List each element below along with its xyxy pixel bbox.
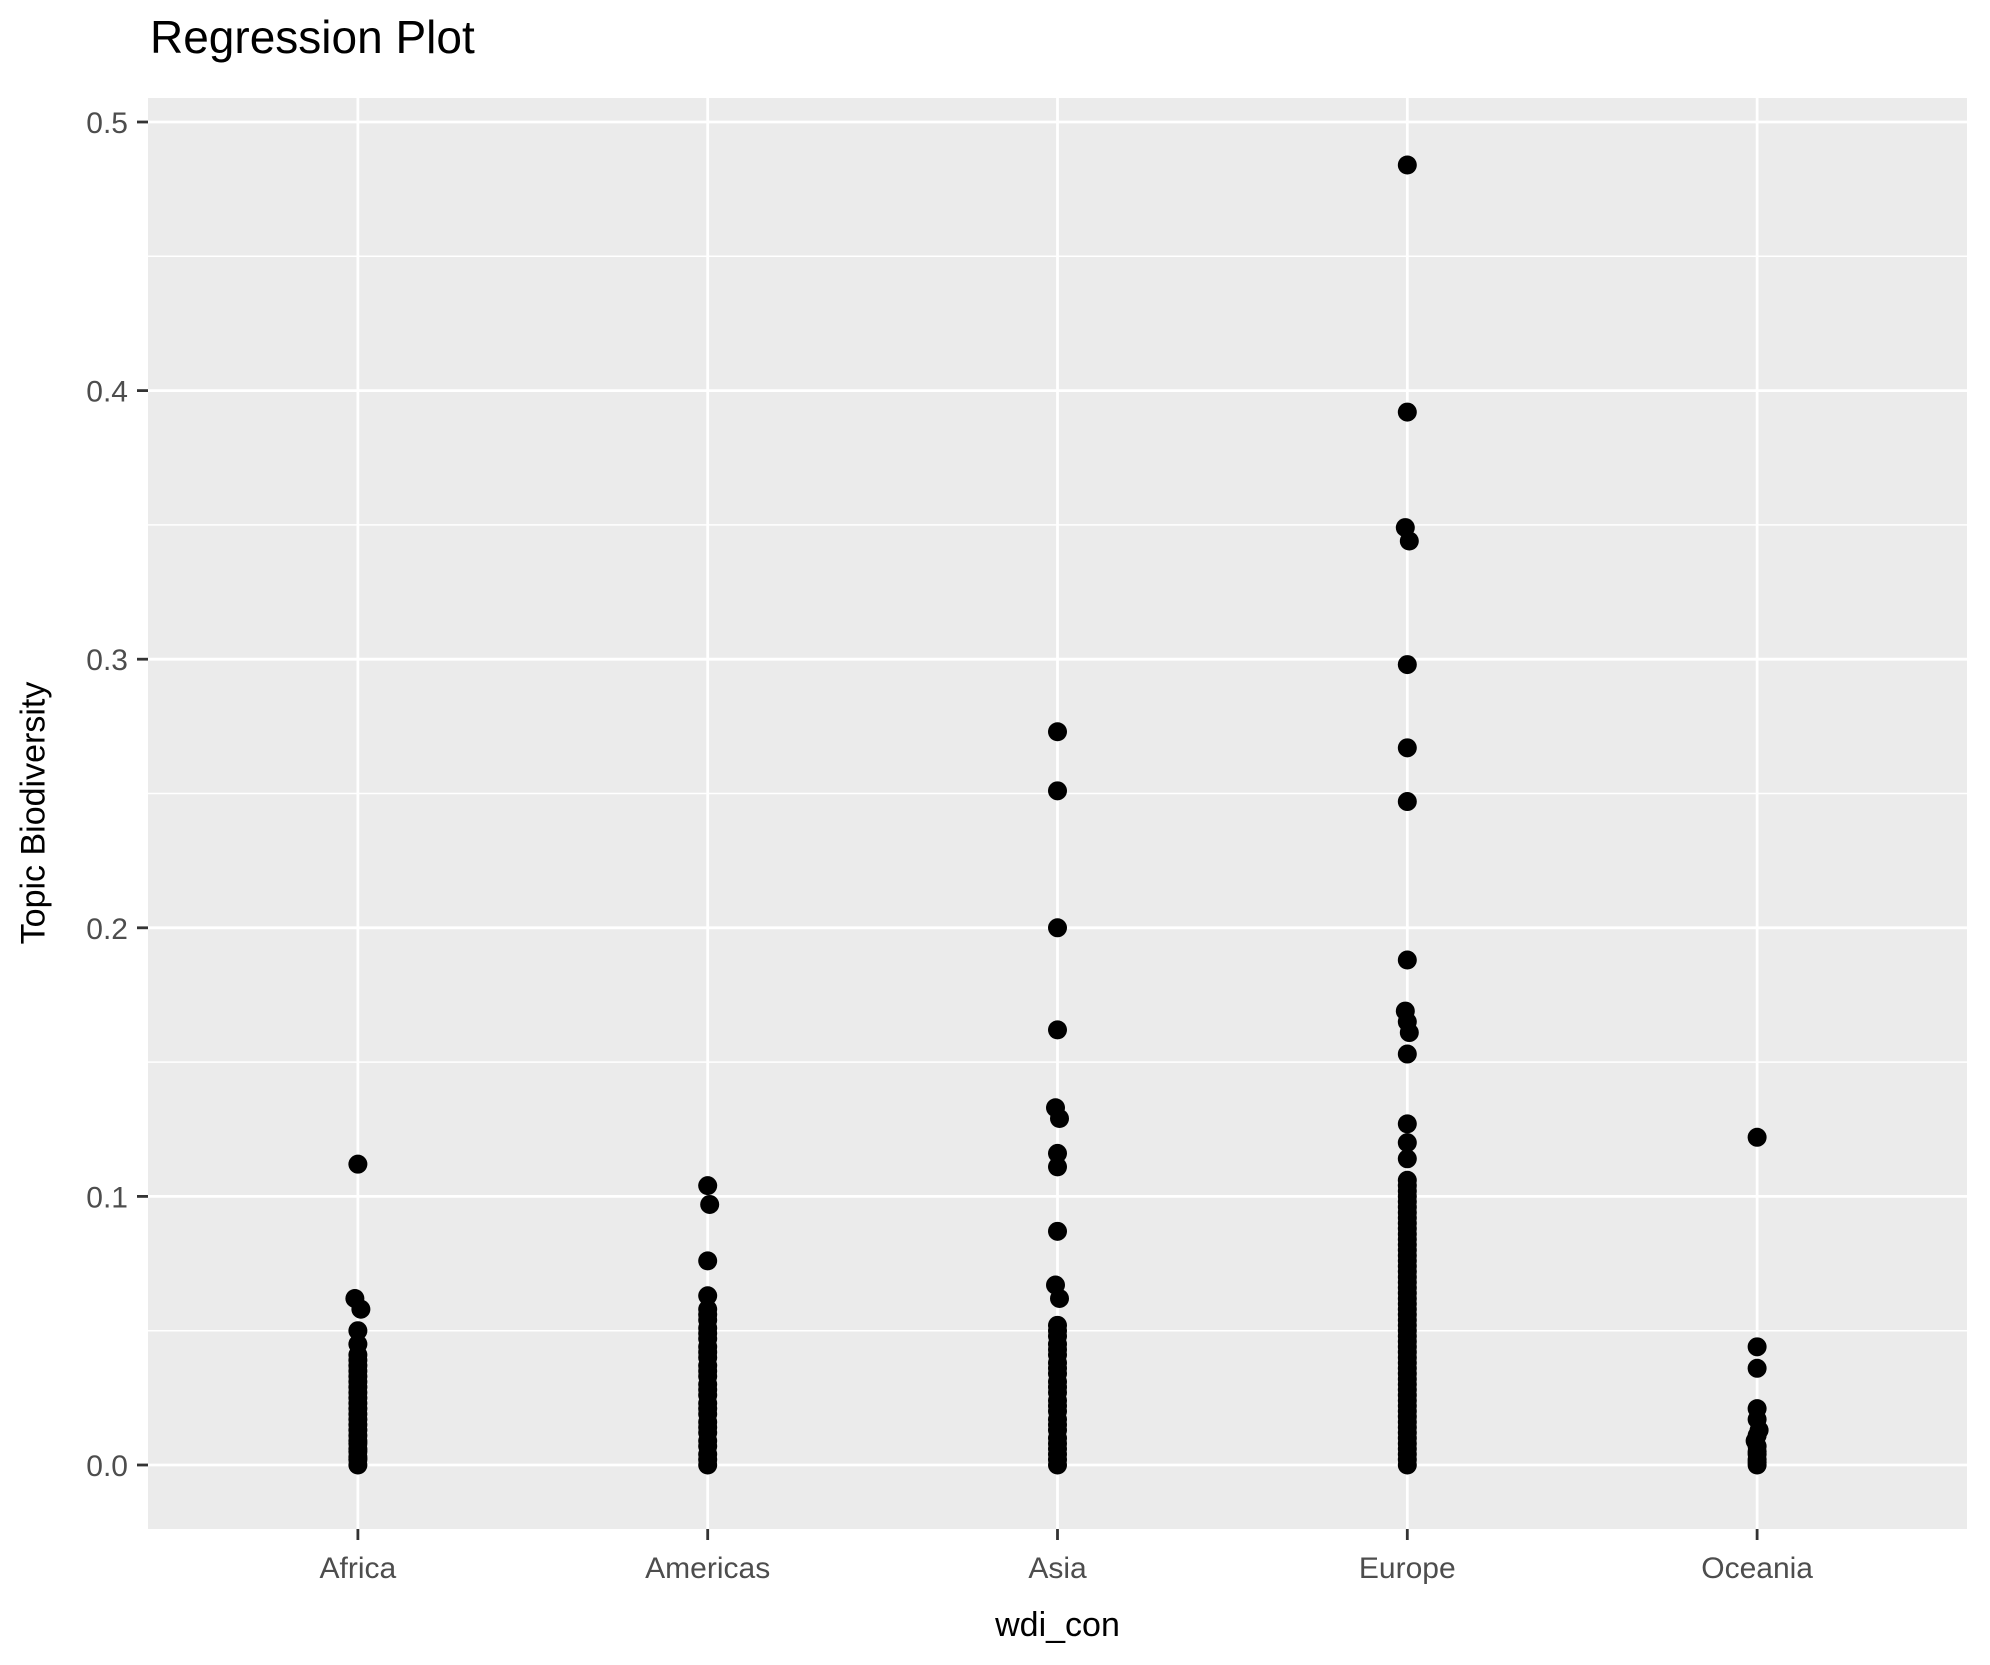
y-tick-label: 0.5 [86, 107, 128, 140]
data-point [1397, 792, 1417, 812]
data-point [698, 1251, 718, 1271]
data-point [1048, 1455, 1067, 1475]
data-point [698, 1286, 718, 1306]
data-point [1747, 1337, 1767, 1357]
data-point [1050, 1109, 1069, 1129]
plot-title: Regression Plot [150, 11, 475, 63]
x-axis-title: wdi_con [995, 1606, 1120, 1644]
y-tick-label: 0.2 [86, 913, 128, 946]
data-point [1048, 1221, 1067, 1241]
data-point [1397, 155, 1417, 175]
data-point [1048, 1157, 1067, 1177]
y-tick-label: 0.0 [86, 1450, 128, 1483]
x-tick-label: Oceania [1701, 1552, 1813, 1585]
data-point [1397, 738, 1417, 758]
data-point [1048, 918, 1067, 938]
y-tick-label: 0.1 [86, 1181, 128, 1214]
data-point [1397, 1044, 1417, 1064]
data-point [1747, 1358, 1767, 1378]
data-point [1399, 531, 1419, 551]
data-point [351, 1299, 371, 1319]
data-point [1397, 1455, 1417, 1475]
data-point [698, 1176, 718, 1196]
data-point [1747, 1127, 1767, 1147]
x-tick-label: Europe [1359, 1552, 1456, 1585]
data-point [1048, 722, 1067, 742]
data-point [1397, 1149, 1417, 1169]
data-point [1397, 1114, 1417, 1134]
data-point [1397, 402, 1417, 422]
data-point [348, 1321, 368, 1341]
x-tick-label: Americas [645, 1552, 770, 1585]
x-tick-label: Africa [320, 1552, 397, 1585]
x-tick-label: Asia [1028, 1552, 1087, 1585]
y-axis-title: Topic Biodiversity [14, 681, 53, 945]
data-point [1399, 1023, 1419, 1043]
data-point [1397, 950, 1417, 970]
data-point [1048, 1143, 1067, 1163]
data-point [348, 1455, 368, 1475]
data-point [1397, 1133, 1417, 1153]
data-point [1048, 1020, 1067, 1040]
data-point [1048, 781, 1067, 801]
y-tick-label: 0.4 [86, 376, 128, 409]
data-point [1050, 1288, 1069, 1308]
data-point [698, 1455, 718, 1475]
data-point [348, 1154, 368, 1174]
data-point [1397, 655, 1417, 675]
data-point [1747, 1455, 1767, 1475]
data-point [700, 1194, 720, 1214]
y-tick-label: 0.3 [86, 644, 128, 677]
